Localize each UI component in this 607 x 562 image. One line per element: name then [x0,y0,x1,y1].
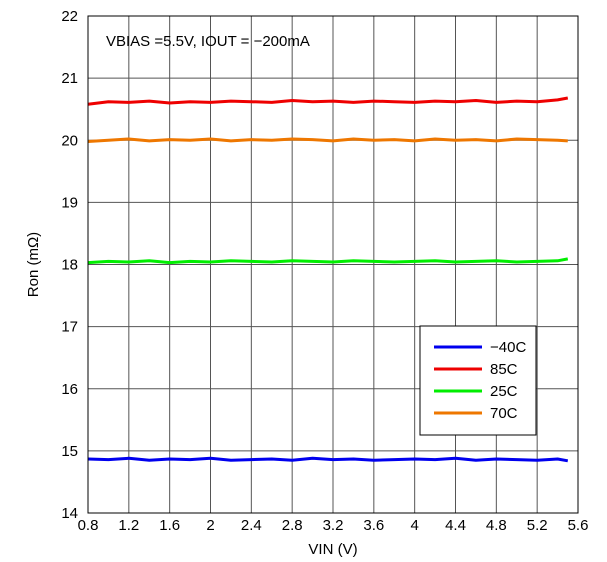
x-tick-label: 2.8 [282,517,303,534]
legend-label: 70C [490,405,518,422]
series-line [87,456,569,463]
x-axis-title: VIN (V) [308,541,357,558]
y-tick-label: 22 [61,8,78,25]
y-tick-label: 16 [61,381,78,398]
y-tick-label: 20 [61,132,78,149]
x-tick-label: 4.8 [486,517,507,534]
chart-annotation: VBIAS =5.5V, IOUT = −200mA [106,33,310,50]
plot-area-frame [87,15,579,514]
x-tick-label: 0.8 [78,517,99,534]
y-tick-label: 18 [61,257,78,274]
x-tick-label: 5.2 [527,517,548,534]
x-tick-label: 1.2 [118,517,139,534]
x-tick-label: 2 [206,517,214,534]
y-tick-label: 19 [61,194,78,211]
y-axis-title: Ron (mΩ) [25,232,42,297]
x-tick-label: 2.4 [241,517,262,534]
series-line [87,257,569,265]
y-tick-label: 21 [61,70,78,87]
x-tick-label: 3.6 [363,517,384,534]
y-tick-label: 15 [61,443,78,460]
legend-label: 25C [490,383,518,400]
series-line [87,137,568,143]
y-tick-label: 14 [61,505,78,522]
y-tick-label: 17 [61,319,78,336]
grid-lines [88,16,578,513]
x-tick-labels: 0.8 1.2 1.6 2 2.4 2.8 3.2 3.6 4 4.4 4.8 5.2 5.6 [78,517,589,534]
x-tick-label: 5.6 [568,517,589,534]
legend-label: 85C [490,361,518,378]
legend-label: −40C [490,339,526,356]
x-tick-label: 4.4 [445,517,466,534]
x-tick-label: 1.6 [159,517,180,534]
series-lines [87,96,569,463]
legend: −40C 85C 25C 70C [419,325,537,436]
legend-box [419,325,537,436]
x-tick-label: 4 [410,517,418,534]
x-tick-label: 3.2 [323,517,344,534]
y-tick-labels: 14 15 16 17 18 19 20 21 22 [61,8,78,522]
series-line [87,96,569,106]
